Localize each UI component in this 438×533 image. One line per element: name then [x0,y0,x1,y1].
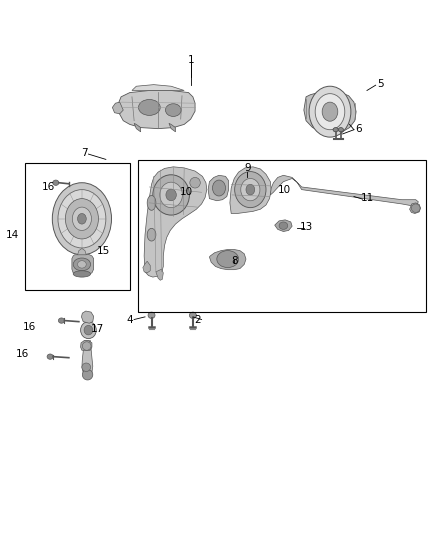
Ellipse shape [82,342,91,350]
Polygon shape [78,248,86,255]
Text: 8: 8 [231,256,237,266]
Polygon shape [270,175,418,206]
Ellipse shape [52,183,112,255]
Text: 10: 10 [180,187,193,197]
Text: 11: 11 [360,192,374,203]
Polygon shape [208,175,229,201]
Polygon shape [410,203,420,214]
Ellipse shape [82,363,91,372]
Ellipse shape [58,190,106,248]
Ellipse shape [246,184,254,195]
Polygon shape [304,92,356,133]
Text: 15: 15 [97,246,110,256]
Text: 10: 10 [278,184,291,195]
Text: 16: 16 [42,182,55,192]
Ellipse shape [147,228,156,241]
Polygon shape [156,269,163,280]
Text: 7: 7 [81,148,88,158]
Ellipse shape [309,86,351,137]
Polygon shape [230,167,271,214]
Ellipse shape [78,214,86,224]
Text: 5: 5 [377,78,383,88]
Polygon shape [144,167,207,277]
Ellipse shape [84,325,93,335]
Polygon shape [66,197,73,207]
Ellipse shape [73,271,91,277]
Polygon shape [113,102,123,114]
Text: 1: 1 [187,55,194,64]
Text: 4: 4 [127,314,133,325]
Ellipse shape [78,261,86,268]
Ellipse shape [279,222,288,229]
Polygon shape [132,85,184,91]
Text: 6: 6 [355,124,362,134]
Polygon shape [275,220,292,231]
Ellipse shape [315,94,345,130]
Ellipse shape [338,127,343,132]
Ellipse shape [82,369,93,380]
Ellipse shape [153,175,189,215]
Polygon shape [143,261,150,273]
Ellipse shape [53,180,59,185]
Ellipse shape [166,189,177,201]
Polygon shape [81,341,92,350]
Text: 16: 16 [23,322,36,333]
Ellipse shape [166,104,181,116]
Ellipse shape [411,204,420,213]
Polygon shape [82,341,93,375]
Ellipse shape [147,196,156,211]
Ellipse shape [72,207,92,230]
Ellipse shape [235,172,266,208]
Ellipse shape [241,179,260,201]
Ellipse shape [322,102,338,121]
Ellipse shape [212,180,226,196]
Text: 16: 16 [16,349,29,359]
Ellipse shape [217,251,239,268]
Text: 2: 2 [194,314,201,325]
Ellipse shape [65,199,99,239]
Polygon shape [209,249,246,270]
Ellipse shape [47,354,53,359]
Bar [25,163,130,290]
Text: 17: 17 [91,324,104,334]
Ellipse shape [73,258,91,271]
Polygon shape [119,91,195,128]
Text: 9: 9 [244,164,251,173]
Ellipse shape [58,318,64,323]
Polygon shape [169,123,176,132]
Ellipse shape [333,127,338,132]
Ellipse shape [189,312,196,318]
Ellipse shape [81,321,96,338]
Text: 14: 14 [6,230,19,240]
Polygon shape [72,254,94,274]
Polygon shape [134,123,141,132]
Ellipse shape [160,182,183,208]
Ellipse shape [148,312,155,318]
Text: 13: 13 [300,222,313,232]
Ellipse shape [190,177,200,188]
Bar [138,160,426,312]
Polygon shape [81,311,94,323]
Ellipse shape [138,100,160,115]
